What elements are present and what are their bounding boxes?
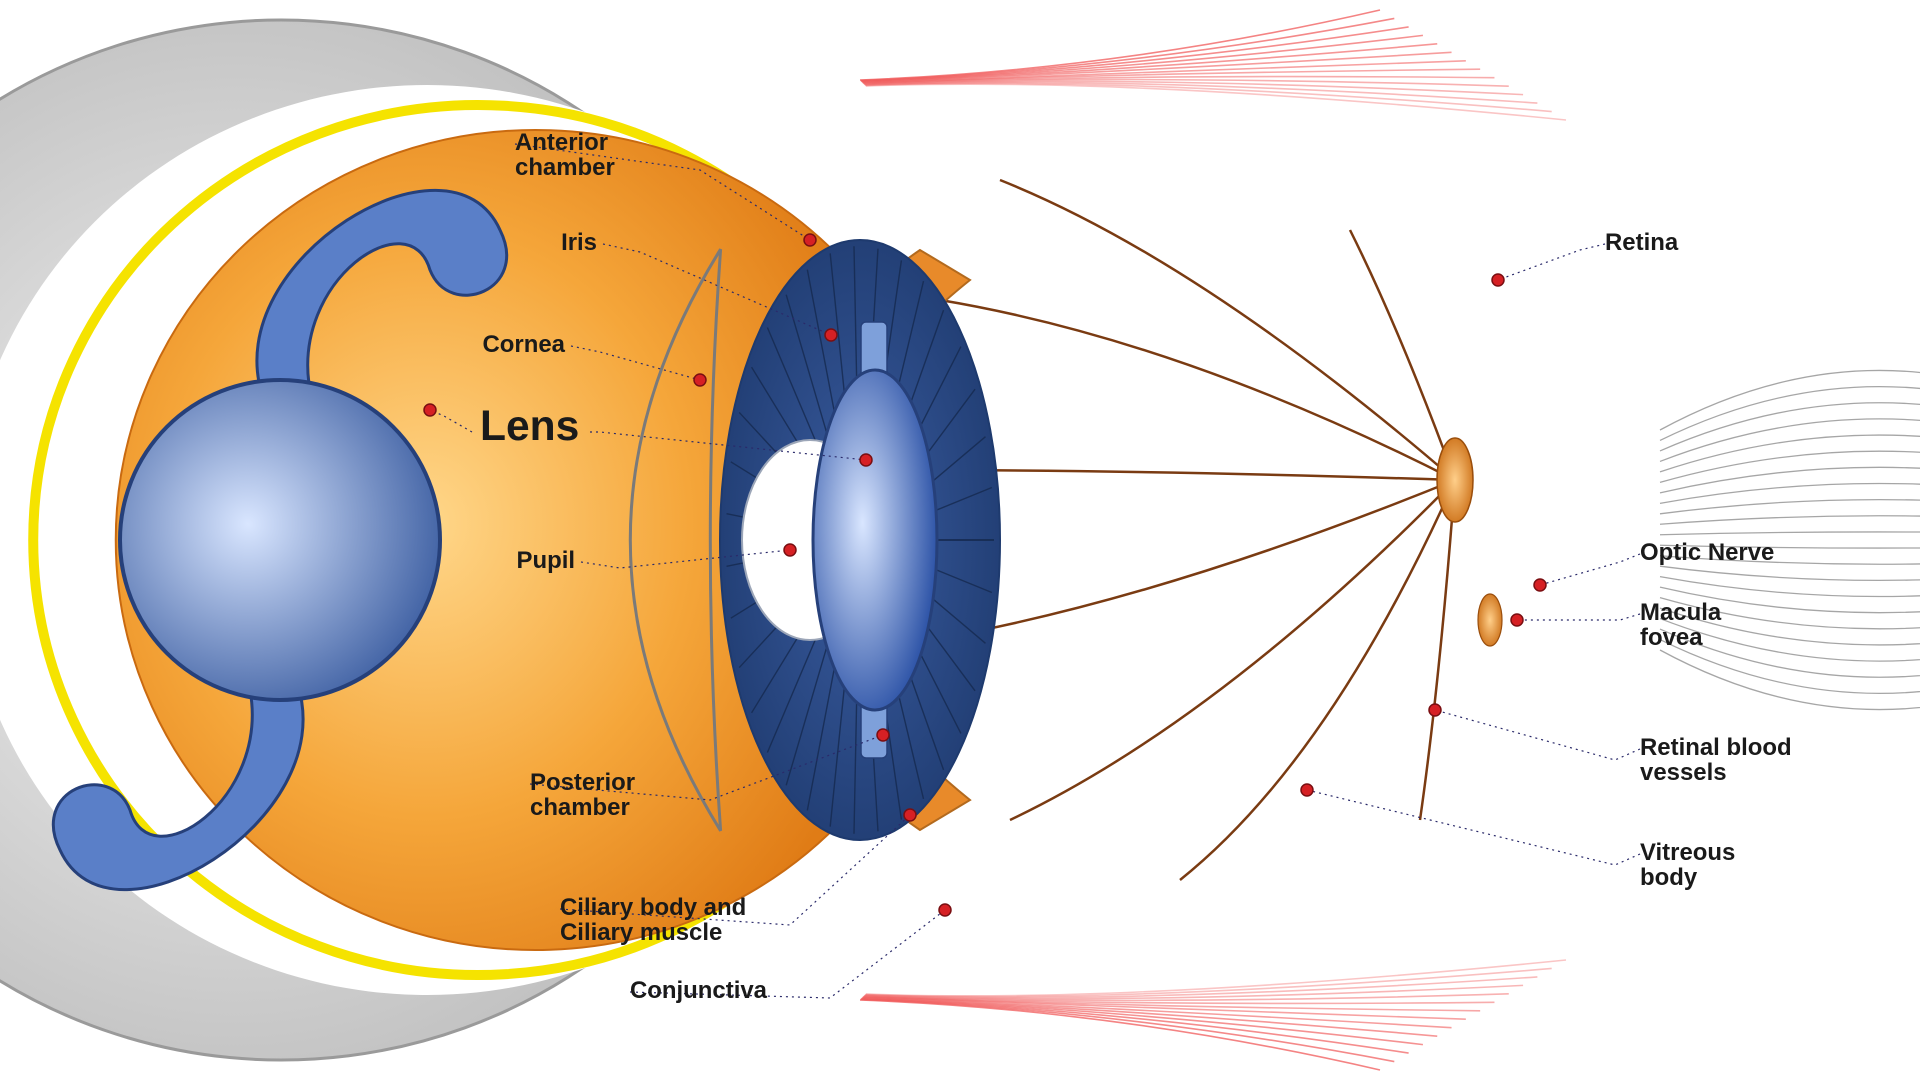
label-optic-nerve: Optic Nerve bbox=[1640, 539, 1774, 566]
label-cornea: Cornea bbox=[483, 331, 566, 358]
label-retinal-vessels: Retinal bloodvessels bbox=[1640, 734, 1792, 786]
label-anterior-chamber: Anteriorchamber bbox=[515, 129, 615, 181]
label-pupil: Pupil bbox=[516, 547, 575, 574]
label-conjunctiva: Conjunctiva bbox=[630, 977, 768, 1004]
label-vitreous-body: Vitreousbody bbox=[1640, 839, 1735, 891]
optic-disc bbox=[1437, 438, 1473, 522]
label-posterior-chamber: Posteriorchamber bbox=[530, 769, 635, 821]
macula-fovea bbox=[1478, 594, 1502, 646]
label-ciliary: Ciliary body andCiliary muscle bbox=[560, 894, 746, 946]
label-lens: Lens bbox=[480, 402, 579, 450]
label-macula: Maculafovea bbox=[1640, 599, 1722, 651]
label-iris: Iris bbox=[561, 229, 597, 256]
label-retina: Retina bbox=[1605, 229, 1679, 256]
eye-anatomy-diagram: Anteriorchamber Iris Cornea Lens Pupil Poster… bbox=[0, 0, 1920, 1080]
